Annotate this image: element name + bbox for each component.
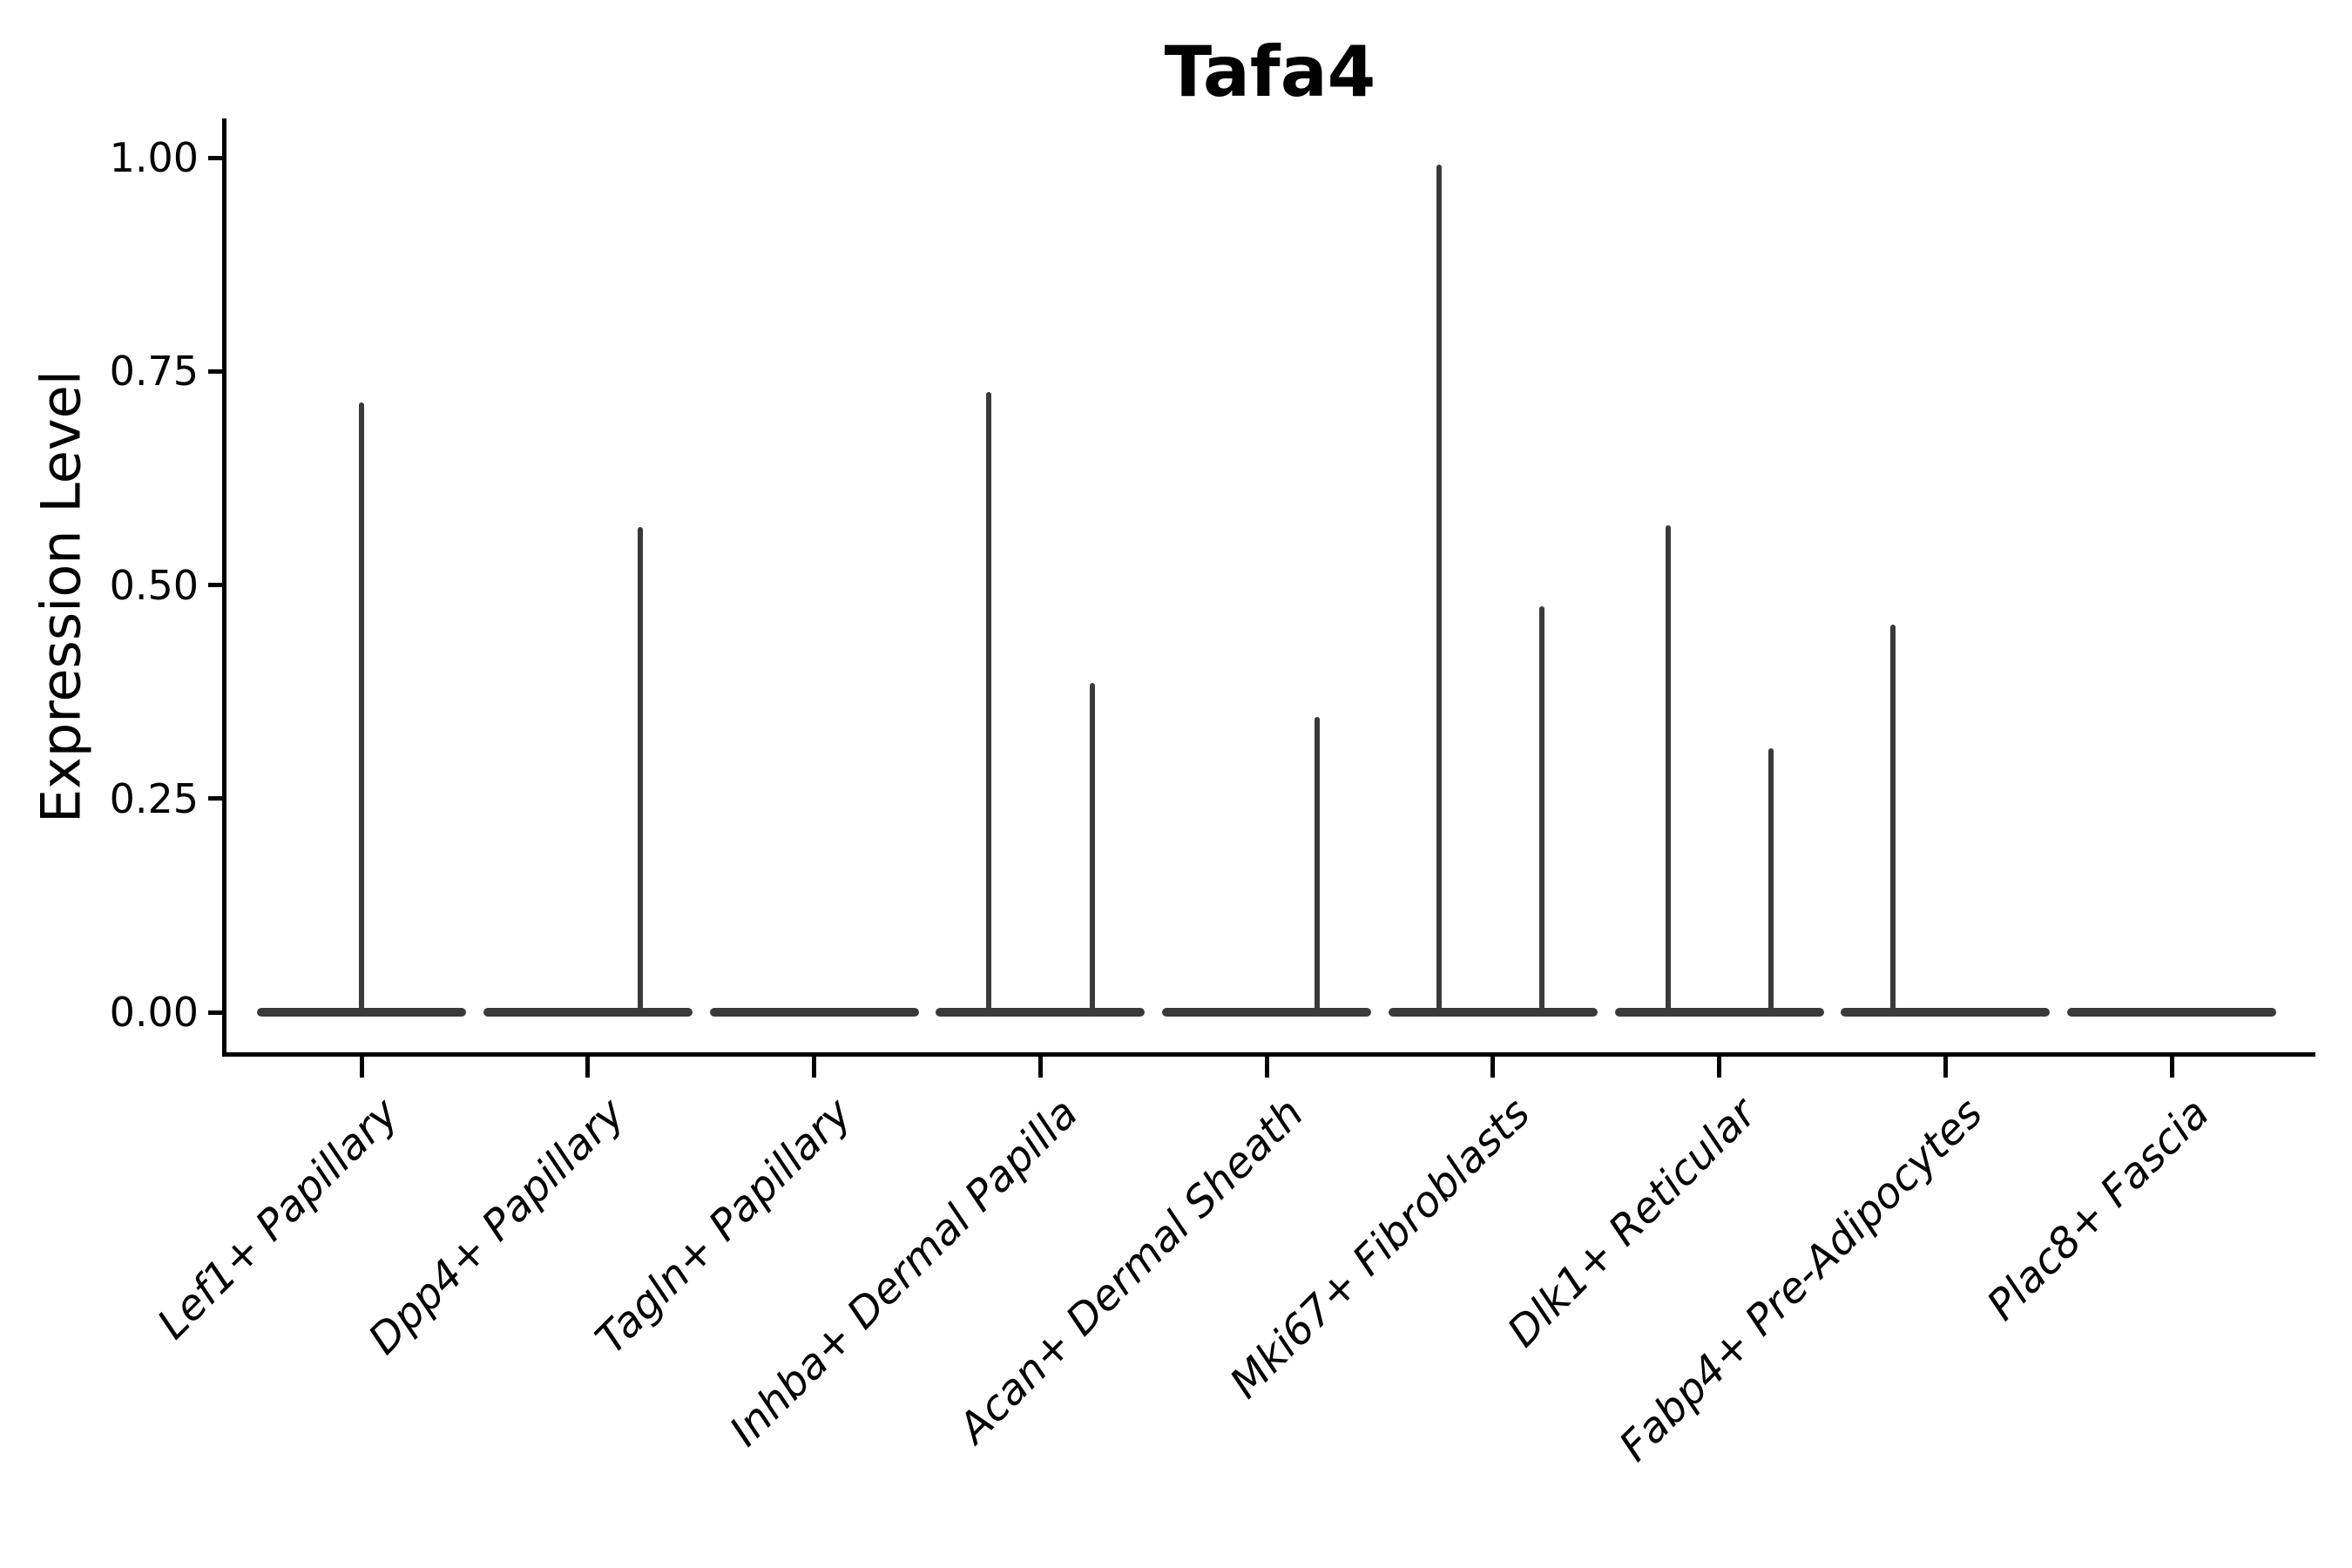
x-tick <box>359 1057 364 1078</box>
x-tick <box>1264 1057 1269 1078</box>
x-tick-label: Fabp4+ Pre-Adipocytes <box>1610 1089 1992 1471</box>
y-tick-label: 0.00 <box>109 989 199 1036</box>
y-tick <box>208 155 222 160</box>
violin-base <box>1162 1008 1371 1017</box>
violin-base <box>257 1008 466 1017</box>
expression-spike <box>1665 524 1671 1012</box>
x-tick <box>1490 1057 1496 1078</box>
y-tick <box>208 583 222 587</box>
y-tick <box>208 368 222 374</box>
x-tick-label: Dlk1+ Reticular <box>1497 1089 1767 1357</box>
x-axis-spine <box>222 1052 2315 1057</box>
x-tick <box>2169 1057 2174 1078</box>
y-tick-label: 0.25 <box>109 774 199 822</box>
x-tick-label: Lef1+ Papillary <box>148 1089 409 1349</box>
expression-spike <box>1767 747 1774 1012</box>
violin-base <box>1388 1008 1598 1017</box>
y-tick-label: 0.75 <box>109 348 199 395</box>
expression-spike <box>1090 683 1096 1012</box>
expression-spike <box>1315 716 1320 1012</box>
x-tick <box>812 1057 816 1078</box>
violin-base <box>483 1008 693 1017</box>
x-tick <box>1943 1057 1948 1078</box>
x-tick <box>1717 1057 1721 1078</box>
y-tick <box>208 796 222 801</box>
expression-spike <box>1538 606 1544 1012</box>
x-tick <box>585 1057 591 1078</box>
expression-spike <box>359 402 364 1012</box>
y-tick-label: 1.00 <box>109 134 199 181</box>
chart-title: Tafa4 <box>1164 31 1376 112</box>
expression-spike <box>637 526 643 1012</box>
violin-base <box>2067 1008 2276 1017</box>
violin-base <box>936 1008 1146 1017</box>
expression-spike <box>1890 624 1896 1012</box>
y-axis-spine <box>222 118 226 1057</box>
violin-base <box>709 1008 919 1017</box>
violin-base <box>1841 1008 2051 1017</box>
violin-base <box>1614 1008 1824 1017</box>
x-tick-label: Plac8+ Fascia <box>1977 1089 2219 1330</box>
x-tick <box>1037 1057 1043 1078</box>
expression-spike <box>986 391 992 1012</box>
y-tick-label: 0.50 <box>109 561 199 609</box>
expression-spike <box>1436 164 1442 1012</box>
y-tick <box>208 1010 222 1015</box>
